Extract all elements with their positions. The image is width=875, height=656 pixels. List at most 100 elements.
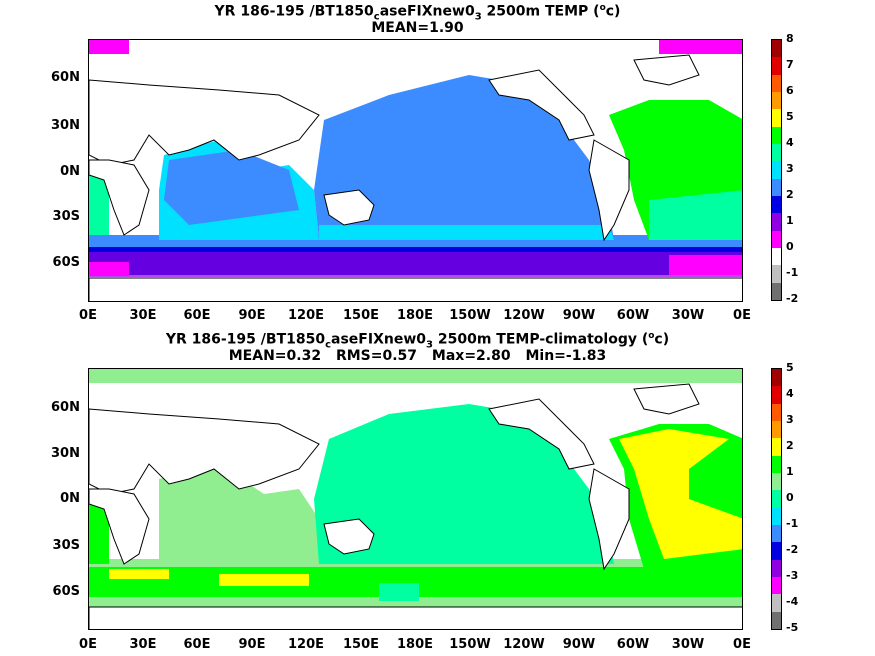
panel1-colorbar [771,39,782,301]
panel1-title: YR 186-195 /BT1850caseFIXnew03 2500m TEM… [214,3,621,23]
lon-label: 60W [616,308,650,323]
lon-label: 150E [342,308,380,323]
colorbar-label: 5 [786,361,794,374]
lon-label: 0E [733,637,751,652]
lon-label: 150W [449,308,491,323]
colorbar-label: 1 [786,214,794,227]
lon-label: 150E [342,637,380,652]
indian-ocean-blue [164,150,299,225]
colorbar-segment [772,455,781,473]
lon-label: 90W [562,308,596,323]
north-america-land [488,69,595,141]
arctic-land-gap [129,40,659,54]
panel1-map [88,39,743,302]
colorbar-label: 0 [786,240,794,253]
lat-label-30s: 30S [52,209,80,224]
colorbar-label: -2 [786,543,799,556]
colorbar-segment [772,109,781,127]
colorbar-segment [772,559,781,577]
colorbar-segment [772,265,781,283]
pacific-ocean-blue [314,75,614,240]
colorbar-segment [772,472,781,491]
lon-label: 120E [287,637,325,652]
colorbar-segment [772,524,781,543]
magenta-patch-right [669,255,742,275]
panel2-stats: MEAN=0.32 RMS=0.57 Max=2.80 Min=-1.83 [0,348,835,365]
colorbar-segment [772,507,781,525]
colorbar-label: 2 [786,188,794,201]
arctic-anom [89,369,742,383]
colorbar-label: -4 [786,595,799,608]
colorbar-segment [772,403,781,421]
panel2-colorbar [771,368,782,630]
lat-label-30s: 30S [52,538,80,553]
colorbar-segment [772,161,781,179]
colorbar-label: 2 [786,439,794,452]
lon-label: 30E [129,308,157,323]
lat-label-60s: 60S [52,255,80,270]
colorbar-label: 6 [786,84,794,97]
lon-label: 60E [183,308,211,323]
colorbar-segment [772,542,781,560]
colorbar-label: -5 [786,621,799,634]
atlantic-south-mint [649,190,742,240]
pacific-south-cyan [319,225,614,240]
colorbar-label: 3 [786,162,794,175]
colorbar-segment [772,247,781,266]
colorbar-segment [772,576,781,595]
colorbar-segment [772,74,781,92]
max-stat: Max=2.80 [431,348,511,364]
lon-label: 90W [562,637,596,652]
indian-anom [159,464,319,559]
colorbar-label: 4 [786,136,794,149]
lon-label: 30W [671,637,705,652]
colorbar-label: -1 [786,517,799,530]
colorbar-segment [772,195,781,214]
colorbar-segment [772,57,781,75]
panel2-map-svg [89,369,742,629]
lon-label: 150W [449,637,491,652]
colorbar-label: -1 [786,266,799,279]
colorbar-segment [772,126,781,144]
lon-label: 90E [238,637,266,652]
australia-land [323,518,375,555]
lat-label-30n: 30N [51,118,80,133]
colorbar-label: -3 [786,569,799,582]
lat-label-0n: 0N [60,491,80,506]
colorbar-segment [772,91,781,110]
colorbar-label: 7 [786,58,794,71]
australia-land [323,189,375,226]
min-stat: Min=-1.83 [525,348,607,364]
lat-label-60n: 60N [51,70,80,85]
greenland-land [633,54,700,86]
lat-label-60n: 60N [51,400,80,415]
southern-yellow-1 [109,569,169,579]
colorbar-segment [772,40,781,58]
lon-label: 0E [79,637,97,652]
southern-mint [379,583,419,601]
greenland-land [633,383,700,415]
colorbar-segment [772,143,781,162]
lon-label: 90E [238,308,266,323]
lat-label-30n: 30N [51,446,80,461]
africa-land [89,159,150,236]
lon-label: 180E [396,637,434,652]
colorbar-segment [772,594,781,612]
pacific-anom [314,404,614,564]
colorbar-segment [772,213,781,231]
lat-label-60s: 60S [52,584,80,599]
colorbar-segment [772,438,781,456]
lon-label: 0E [79,308,97,323]
colorbar-segment [772,386,781,404]
north-america-land [488,398,595,470]
colorbar-label: 0 [786,491,794,504]
africa-land [89,488,150,565]
antarctica-land [89,277,742,301]
lon-label: 0E [733,308,751,323]
colorbar-segment [772,178,781,196]
antarctica-land [89,606,742,629]
lon-label: 180E [396,308,434,323]
atlantic-east-anom [89,494,109,564]
lon-label: 120W [503,637,545,652]
lon-label: 30E [129,637,157,652]
